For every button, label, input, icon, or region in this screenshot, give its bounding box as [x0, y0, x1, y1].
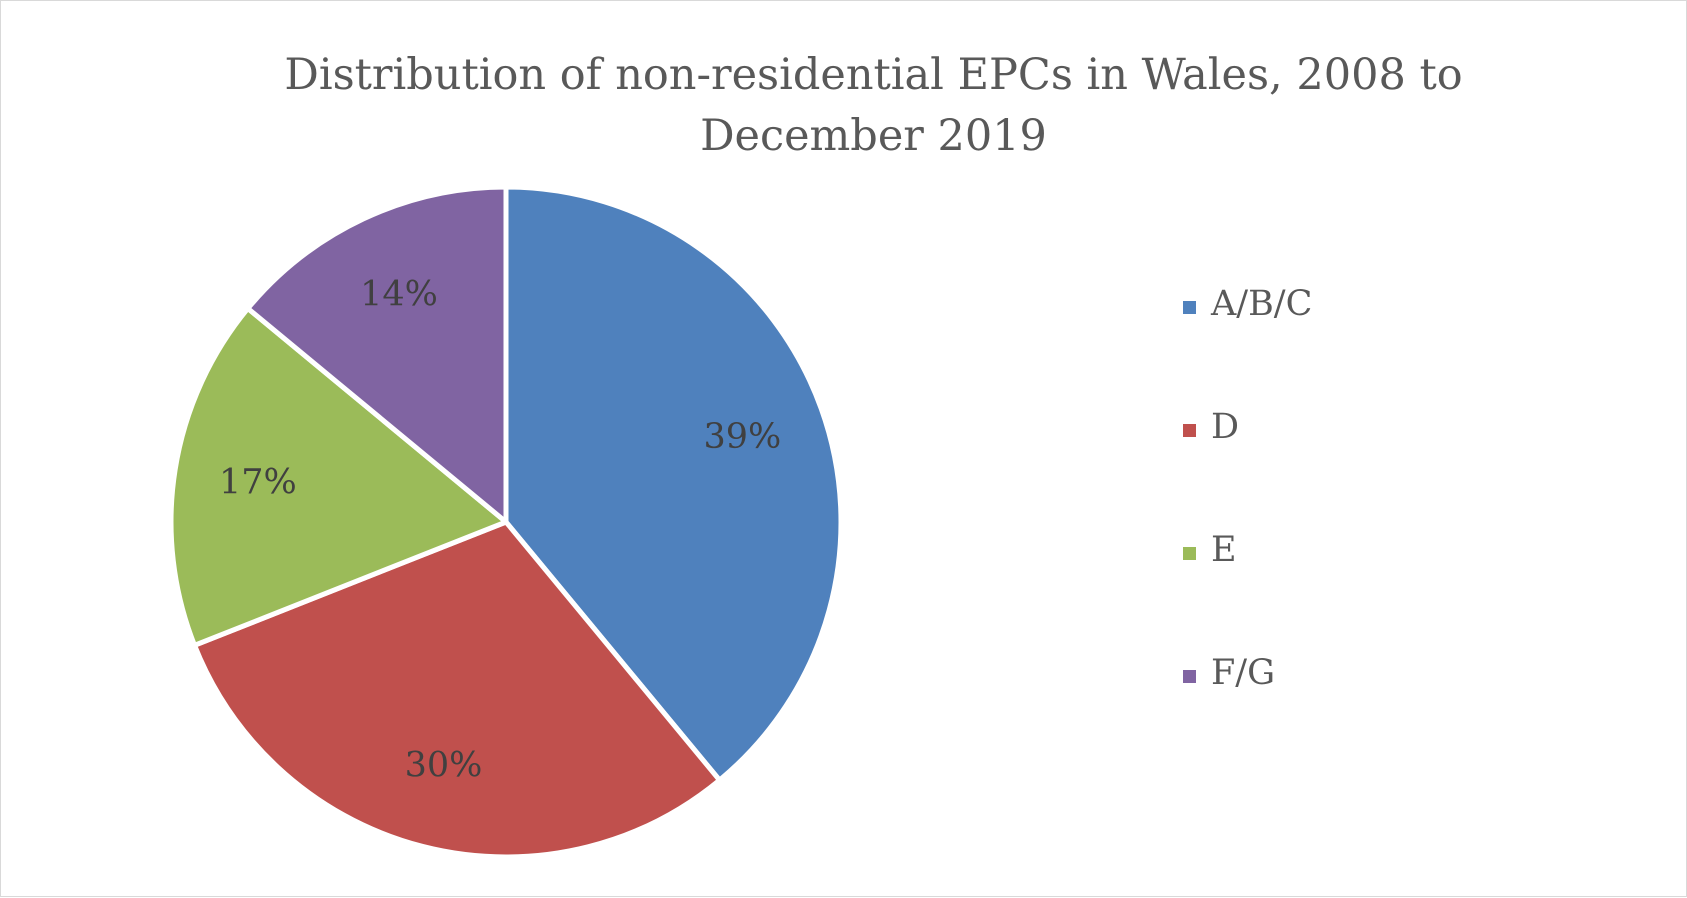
- data-label-abc: 39%: [703, 417, 781, 457]
- data-label-d: 30%: [405, 745, 483, 785]
- legend-swatch-d: [1183, 424, 1196, 437]
- data-label-e: 17%: [219, 463, 297, 503]
- pie-slice-e: [168, 305, 509, 648]
- legend-label-fg: F/G: [1211, 653, 1276, 693]
- legend-swatch-e: [1183, 547, 1196, 560]
- legend-label-d: D: [1211, 407, 1240, 447]
- legend-label-abc: A/B/C: [1211, 284, 1313, 324]
- pie-slice-d: [192, 519, 723, 860]
- legend-swatch-abc: [1183, 301, 1196, 314]
- pie-slice-fg: [245, 184, 509, 525]
- pie-slice-abc: [503, 184, 844, 783]
- chart-title-line-1: Distribution of non-residential EPCs in …: [284, 50, 1463, 100]
- legend-label-e: E: [1211, 530, 1237, 570]
- legend-swatch-fg: [1183, 670, 1196, 683]
- data-label-fg: 14%: [360, 275, 438, 315]
- chart-title: Distribution of non-residential EPCs in …: [1, 45, 1687, 167]
- chart-title-line-2: December 2019: [700, 111, 1047, 161]
